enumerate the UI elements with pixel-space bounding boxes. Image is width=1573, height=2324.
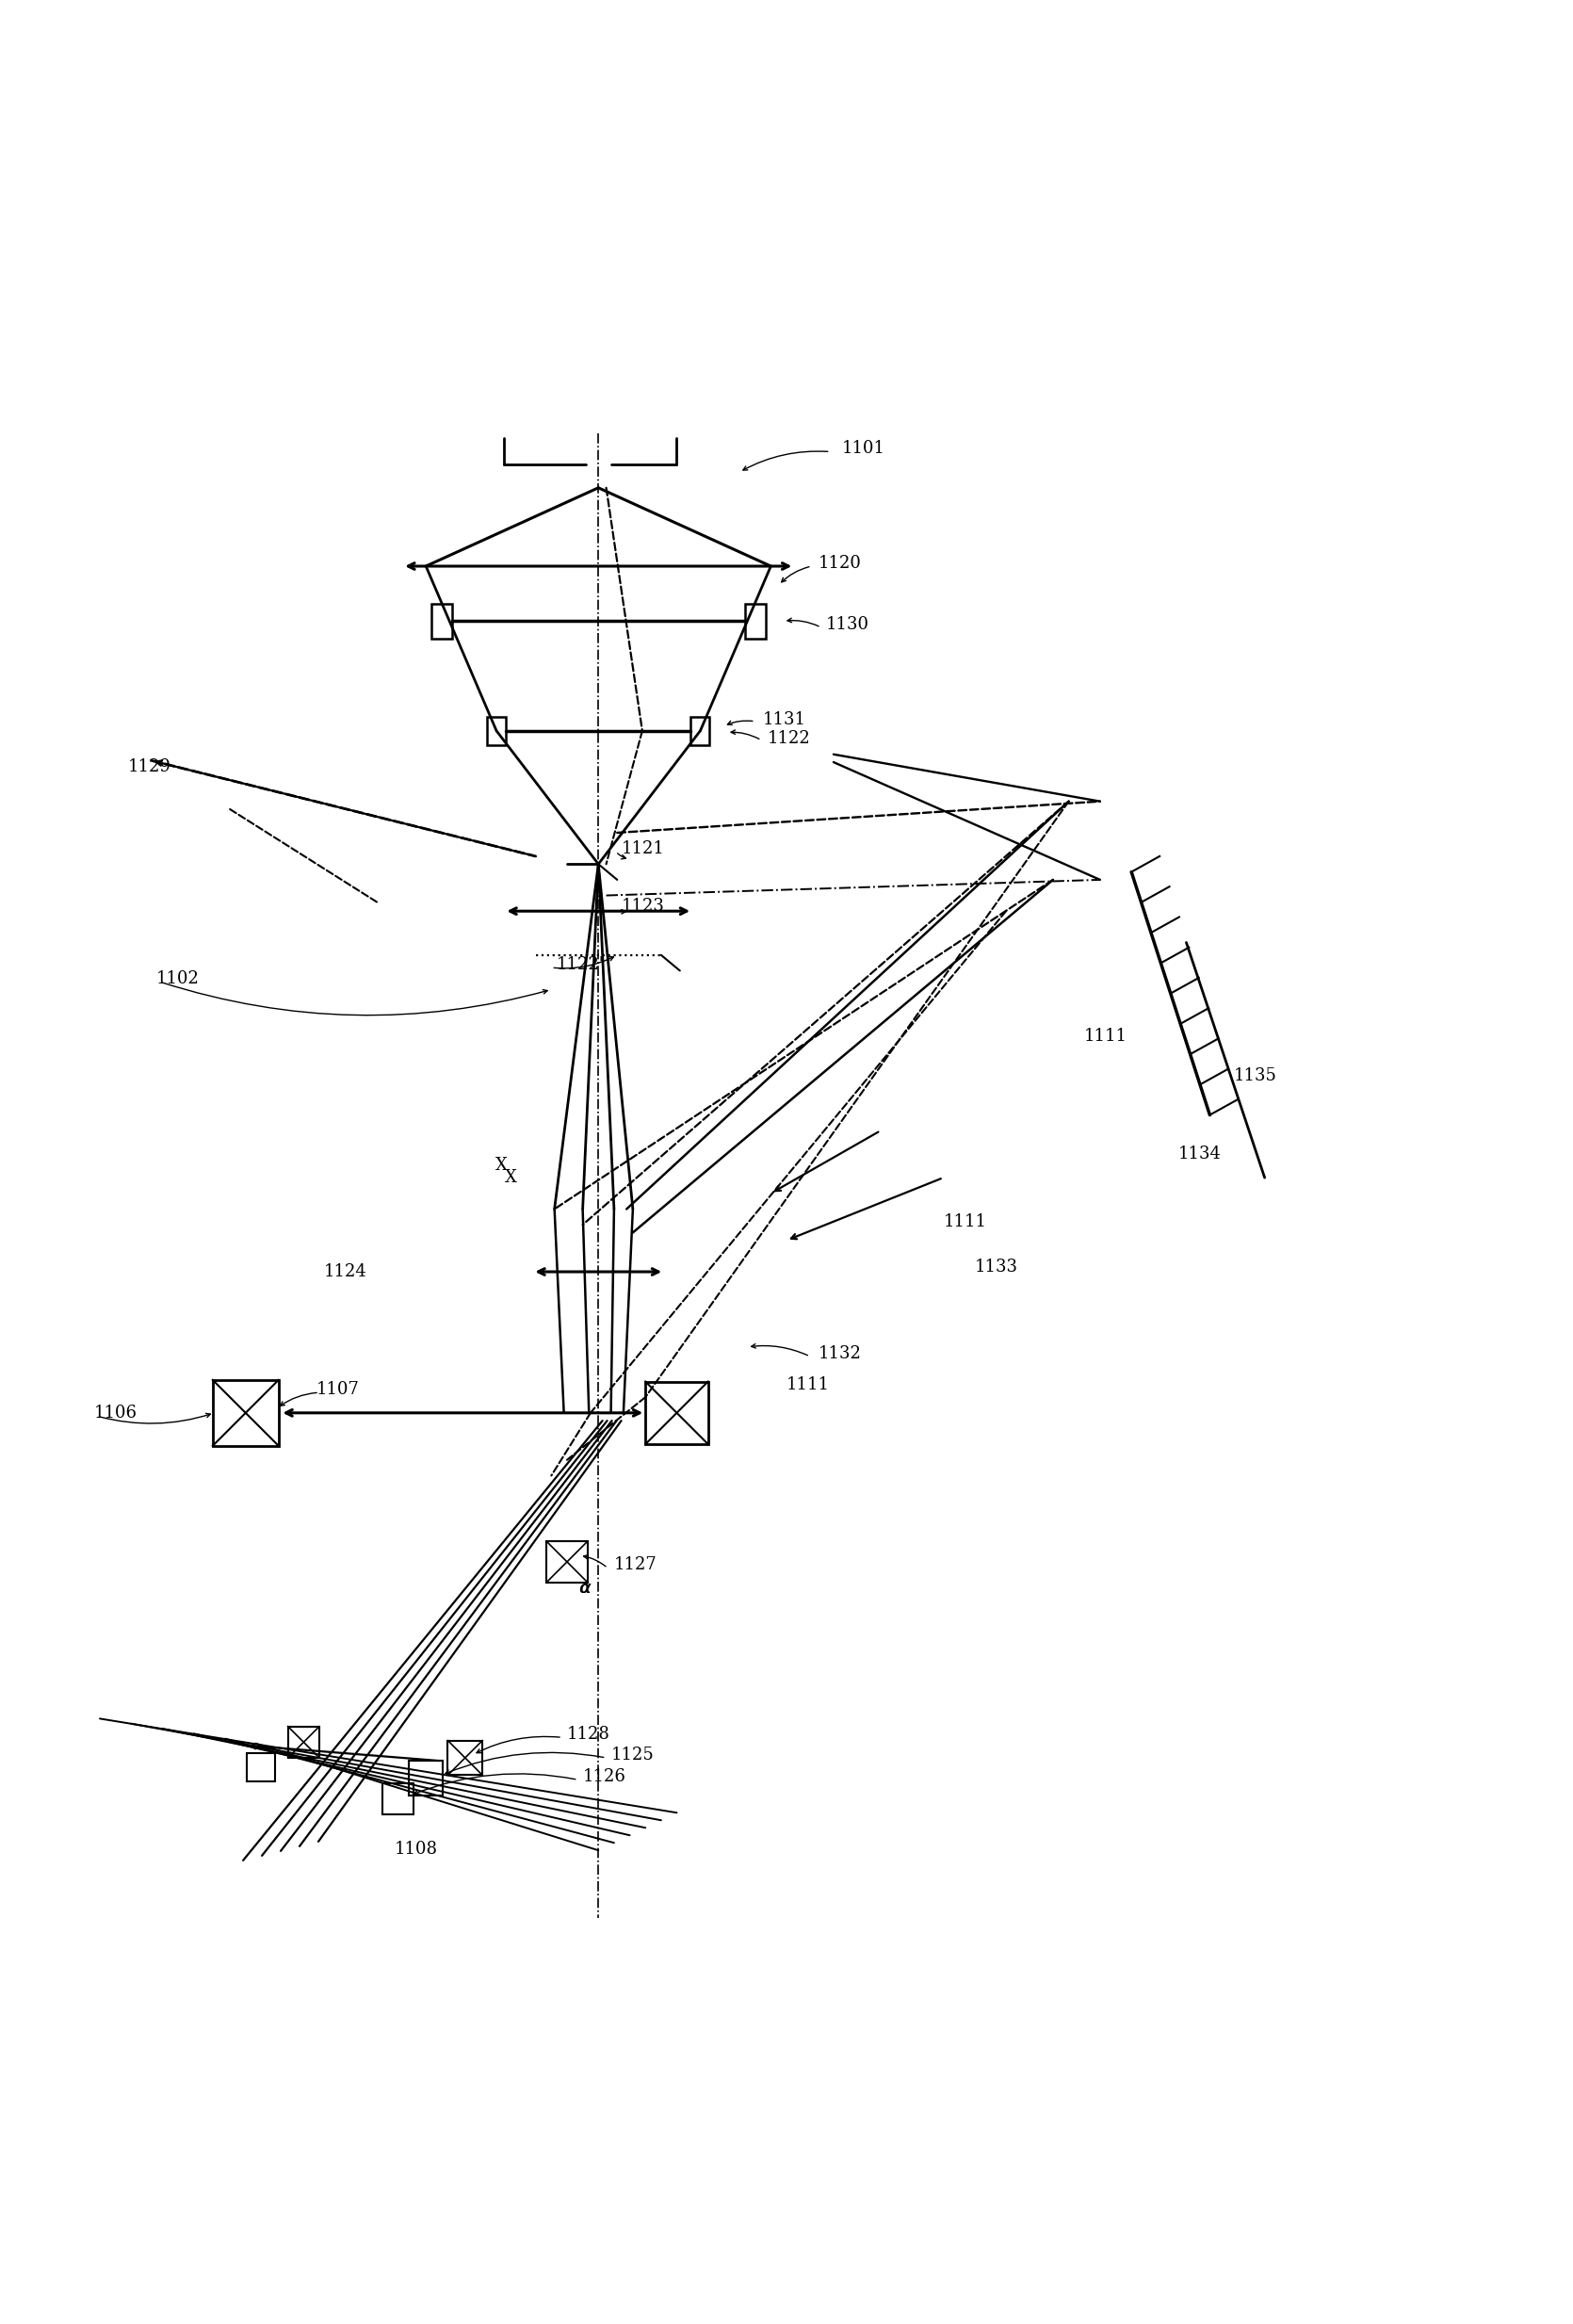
Text: $\alpha$: $\alpha$ xyxy=(579,1580,593,1597)
Text: 1111: 1111 xyxy=(944,1213,986,1229)
Text: 1122: 1122 xyxy=(768,730,810,746)
Bar xyxy=(746,604,766,639)
Text: 1131: 1131 xyxy=(763,711,807,727)
Text: 1134: 1134 xyxy=(1178,1146,1222,1162)
Text: 1102: 1102 xyxy=(156,969,200,988)
Text: 1106: 1106 xyxy=(93,1404,137,1422)
Bar xyxy=(691,716,709,746)
Text: $\alpha$: $\alpha$ xyxy=(577,1580,591,1597)
Bar xyxy=(448,1741,483,1776)
Text: 1107: 1107 xyxy=(316,1380,359,1397)
Bar xyxy=(488,716,507,746)
Bar xyxy=(382,1783,414,1815)
Text: 1128: 1128 xyxy=(566,1727,610,1743)
Text: 1135: 1135 xyxy=(1233,1067,1277,1085)
Text: 1123: 1123 xyxy=(621,897,665,916)
Text: 1111: 1111 xyxy=(786,1376,831,1392)
Bar xyxy=(212,1380,278,1446)
Text: 1130: 1130 xyxy=(826,616,868,632)
Text: X: X xyxy=(505,1169,516,1185)
Text: 1133: 1133 xyxy=(975,1260,1018,1276)
Text: 1121: 1121 xyxy=(621,839,665,858)
Text: 1101: 1101 xyxy=(842,439,884,458)
Text: 1129: 1129 xyxy=(127,758,171,776)
Text: 1120: 1120 xyxy=(818,555,860,572)
Text: 1108: 1108 xyxy=(395,1841,437,1857)
Bar xyxy=(431,604,451,639)
Text: 1132: 1132 xyxy=(818,1346,860,1362)
Text: 1124: 1124 xyxy=(324,1264,367,1281)
Text: 1111: 1111 xyxy=(1084,1027,1128,1046)
Bar xyxy=(288,1727,319,1757)
Text: 1127: 1127 xyxy=(613,1557,658,1573)
Text: 1125: 1125 xyxy=(610,1745,654,1764)
Text: X: X xyxy=(495,1157,507,1174)
Bar xyxy=(645,1380,708,1443)
Bar xyxy=(547,1541,587,1583)
Text: 1122': 1122' xyxy=(555,955,604,974)
Bar xyxy=(409,1762,444,1796)
Bar xyxy=(247,1752,275,1783)
Text: 1126: 1126 xyxy=(582,1769,626,1785)
